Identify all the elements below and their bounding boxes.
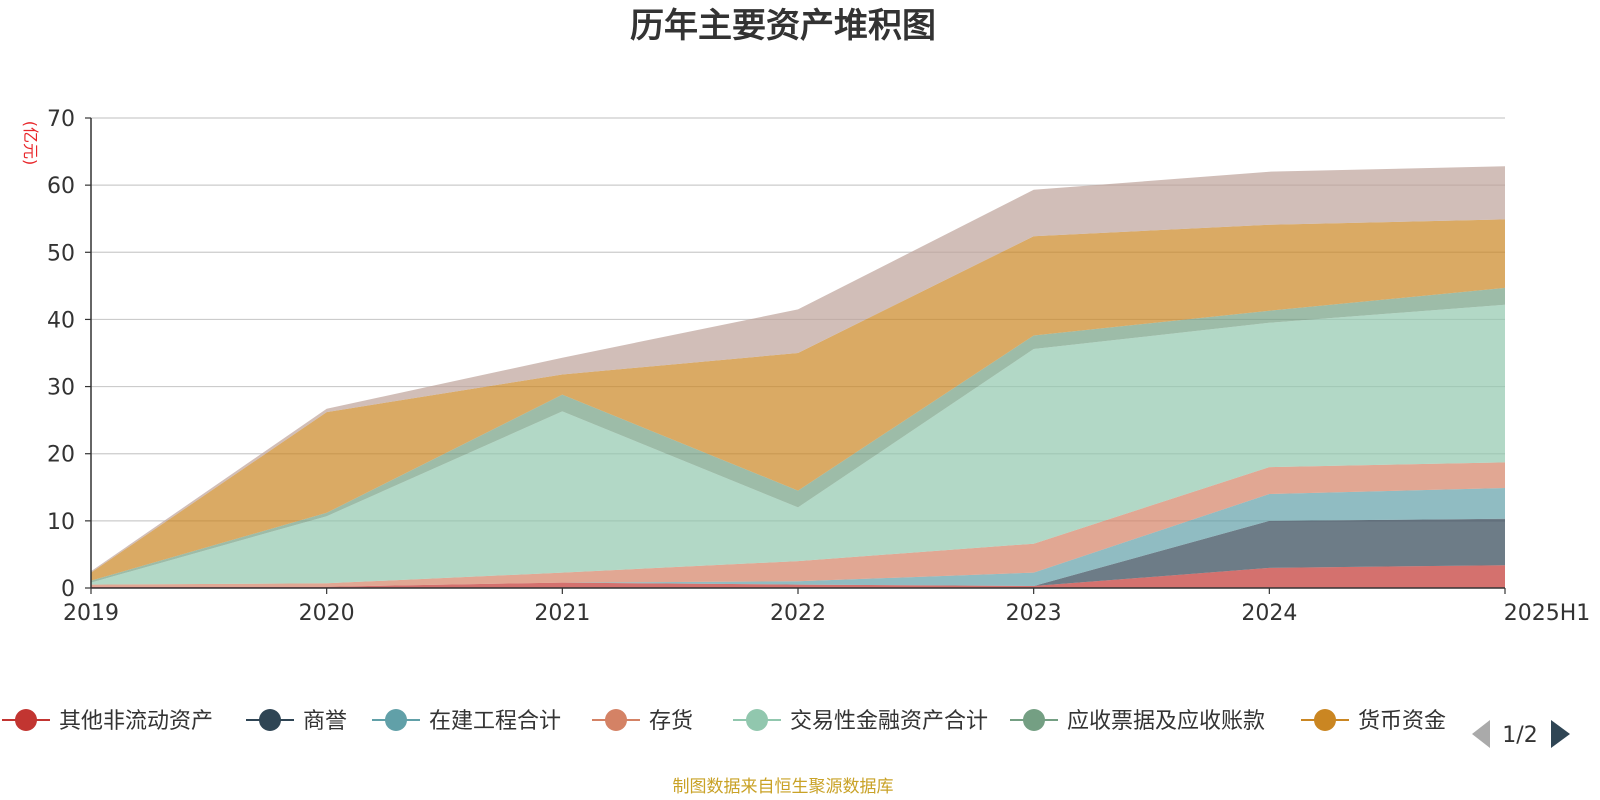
x-tick-label: 2024 xyxy=(1241,601,1297,626)
y-tick-label: 60 xyxy=(47,174,75,199)
area-series-3 xyxy=(91,462,1505,587)
legend-marker-icon xyxy=(385,709,407,731)
area-series-4 xyxy=(91,304,1505,585)
legend-label: 存货 xyxy=(649,709,693,734)
legend: 其他非流动资产 商誉 在建工程合计 存货 交易性金融资产合计 应收票据及应收账款 货币资金 xyxy=(2,709,1446,734)
x-tick-label: 2023 xyxy=(1006,601,1062,626)
y-axis-unit: (亿元) xyxy=(21,121,40,166)
legend-marker-icon xyxy=(15,709,37,731)
y-tick-label: 20 xyxy=(47,443,75,468)
legend-item[interactable]: 应收票据及应收账款 xyxy=(1010,709,1265,734)
legend-label: 在建工程合计 xyxy=(429,709,561,734)
area-series-0 xyxy=(91,565,1505,588)
y-tick-label: 70 xyxy=(47,107,75,132)
x-tick-label: 2025H1 xyxy=(1504,601,1591,626)
legend-label: 交易性金融资产合计 xyxy=(790,709,988,734)
legend-label: 商誉 xyxy=(303,709,347,734)
legend-label: 其他非流动资产 xyxy=(59,709,213,734)
legend-marker-icon xyxy=(605,709,627,731)
legend-item[interactable]: 在建工程合计 xyxy=(372,709,561,734)
area-series-1 xyxy=(91,518,1505,587)
x-tick-label: 2020 xyxy=(299,601,355,626)
legend-item[interactable]: 存货 xyxy=(592,709,693,734)
y-tick-label: 30 xyxy=(47,376,75,401)
legend-next-arrow-icon[interactable] xyxy=(1551,720,1570,748)
x-tick-label: 2019 xyxy=(63,601,119,626)
legend-label: 应收票据及应收账款 xyxy=(1067,709,1265,734)
area-series xyxy=(91,166,1505,588)
legend-item[interactable]: 其他非流动资产 xyxy=(2,709,213,734)
data-source-note: 制图数据来自恒生聚源数据库 xyxy=(673,777,894,797)
x-tick-labels: 2019 2020 2021 2022 2023 2024 2025H1 xyxy=(63,588,1590,626)
legend-marker-icon xyxy=(1314,709,1336,731)
y-tick-label: 0 xyxy=(61,577,75,602)
area-series-6 xyxy=(91,219,1505,581)
legend-item[interactable]: 交易性金融资产合计 xyxy=(733,709,988,734)
x-tick-label: 2022 xyxy=(770,601,826,626)
legend-label: 货币资金 xyxy=(1358,709,1446,734)
legend-item[interactable]: 货币资金 xyxy=(1301,709,1446,734)
chart-title: 历年主要资产堆积图 xyxy=(630,6,936,46)
area-series-2 xyxy=(91,488,1505,587)
area-series-7 xyxy=(91,166,1505,573)
legend-pager: 1/2 xyxy=(1472,720,1570,748)
y-tick-label: 50 xyxy=(47,241,75,266)
x-tick-label: 2021 xyxy=(534,601,590,626)
y-tick-label: 40 xyxy=(47,308,75,333)
legend-page-indicator: 1/2 xyxy=(1502,723,1537,748)
legend-marker-icon xyxy=(259,709,281,731)
legend-prev-arrow-icon[interactable] xyxy=(1472,720,1490,748)
legend-marker-icon xyxy=(1023,709,1045,731)
legend-marker-icon xyxy=(746,709,768,731)
y-tick-label: 10 xyxy=(47,510,75,535)
y-tick-labels: 0 10 20 30 40 50 60 70 xyxy=(47,107,75,602)
legend-item[interactable]: 商誉 xyxy=(246,709,347,734)
